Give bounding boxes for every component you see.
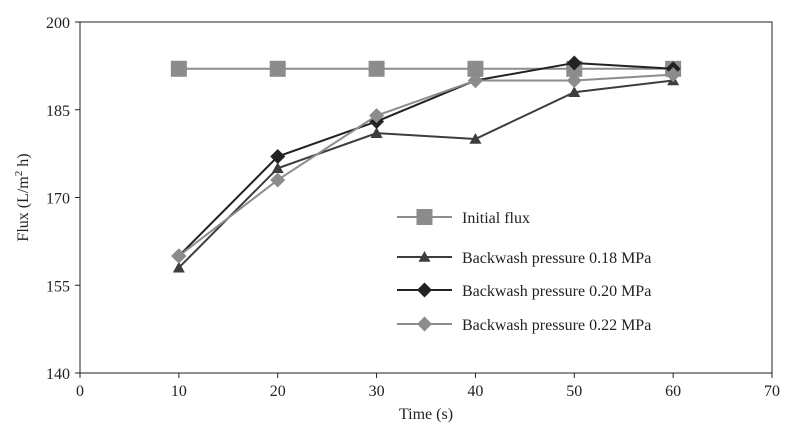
series-line	[178, 79, 674, 269]
data-point	[368, 60, 385, 77]
data-point	[568, 86, 581, 97]
legend-item: Backwash pressure 0.22 MPa	[397, 316, 651, 334]
legend-label: Backwash pressure 0.18 MPa	[462, 250, 651, 267]
series-4	[171, 67, 681, 264]
data-point	[270, 149, 286, 165]
data-point	[469, 133, 482, 144]
data-point	[467, 60, 484, 77]
series-line	[178, 73, 674, 257]
x-tick-label: 20	[270, 383, 286, 400]
x-tick-label: 0	[76, 383, 84, 400]
x-tick-label: 10	[171, 383, 187, 400]
data-point	[171, 248, 187, 264]
series-group	[170, 55, 682, 273]
legend-marker	[418, 251, 431, 262]
y-tick-label: 155	[46, 278, 70, 295]
axes: 0 10 20 30 40 50 60 70 140 155 170 185 200	[46, 15, 780, 400]
y-tick-label: 185	[46, 103, 70, 120]
x-tick-label: 30	[369, 383, 385, 400]
y-axis-title-end: h)	[15, 153, 32, 170]
legend-label: Initial flux	[462, 210, 530, 227]
legend-item: Initial flux	[397, 209, 530, 227]
data-point	[665, 67, 681, 83]
data-point	[369, 108, 385, 124]
legend: Initial flux Backwash pressure 0.18 MPa Ba…	[397, 209, 651, 334]
y-axis-title-main: Flux (L/m	[15, 176, 32, 242]
y-axis-title-sup: 2	[13, 171, 25, 177]
data-point	[467, 73, 483, 88]
series-line	[178, 61, 674, 257]
x-tick-label: 60	[665, 383, 681, 400]
x-tick-label: 40	[467, 383, 483, 400]
x-tick-label: 70	[764, 383, 780, 400]
data-point	[172, 261, 185, 273]
data-point	[270, 172, 286, 188]
series-2	[172, 74, 680, 273]
legend-marker	[416, 209, 433, 225]
data-point	[370, 127, 383, 138]
y-tick-label: 140	[46, 366, 70, 383]
legend-item: Backwash pressure 0.18 MPa	[397, 250, 651, 267]
data-point	[170, 60, 187, 77]
legend-label: Backwash pressure 0.22 MPa	[462, 317, 651, 334]
y-tick-label: 200	[46, 15, 70, 32]
x-tick-label: 50	[566, 383, 582, 400]
data-point	[271, 162, 284, 174]
data-point	[269, 60, 286, 77]
data-point	[566, 55, 582, 71]
series-3	[171, 55, 681, 264]
y-axis-title: Flux (L/m2 h)	[13, 153, 32, 241]
legend-label: Backwash pressure 0.20 MPa	[462, 283, 651, 300]
y-tick-label: 170	[46, 191, 70, 208]
legend-marker	[417, 316, 432, 332]
series-1	[170, 60, 682, 77]
legend-item: Backwash pressure 0.20 MPa	[397, 282, 651, 300]
legend-marker	[417, 282, 432, 298]
x-axis-title: Time (s)	[399, 406, 453, 423]
data-point	[566, 73, 582, 88]
